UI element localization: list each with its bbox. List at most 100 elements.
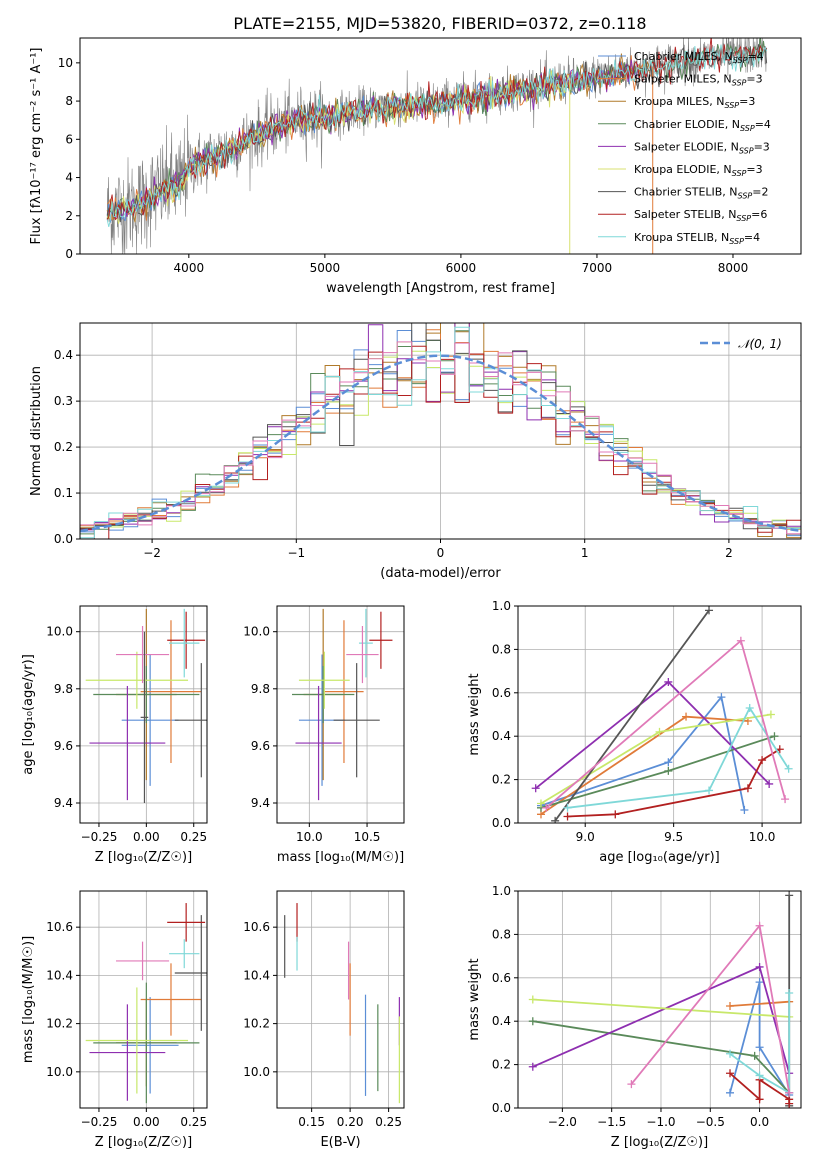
- weight-marker: [726, 1069, 735, 1078]
- weight-marker: [785, 1088, 794, 1097]
- x-axis-label: mass [log₁₀(M/M☉)]: [277, 850, 404, 865]
- x-tick-label: 0.25: [375, 1115, 402, 1129]
- model-line-kroupa-elodie: [106, 70, 570, 224]
- weight-marker: [755, 978, 764, 987]
- x-axis-label: Z [log₁₀(Z/Z☉)]: [611, 1135, 708, 1150]
- y-tick-label: 8: [65, 94, 73, 108]
- legend-subscript: SSP: [740, 124, 755, 133]
- y-tick-label: 0.0: [492, 1101, 511, 1115]
- weight-marker: [536, 799, 545, 808]
- y-tick-label: 6: [65, 132, 73, 146]
- x-tick-label: −2.0: [548, 1115, 577, 1129]
- y-tick-label: 10.6: [46, 920, 73, 934]
- y-axis-label: Flux [fλ10⁻¹⁷ erg cm⁻² s⁻¹ A⁻¹]: [29, 48, 44, 245]
- x-tick-label: 1: [581, 546, 589, 560]
- x-tick-label: 0.00: [133, 830, 160, 844]
- weight-marker: [563, 812, 572, 821]
- x-tick-label: 6000: [446, 261, 477, 275]
- x-tick-label: 0.00: [133, 1115, 160, 1129]
- y-tick-label: 0.6: [492, 686, 511, 700]
- legend-value: =3: [754, 140, 770, 153]
- legend-value: =4: [744, 231, 760, 244]
- axes-frame: [276, 890, 405, 1109]
- weight-marker: [750, 1051, 759, 1060]
- y-tick-label: 0.6: [492, 971, 511, 985]
- y-tick-label: 10.2: [243, 1017, 270, 1031]
- x-tick-label: 0.25: [180, 1115, 207, 1129]
- x-tick-label: 0.25: [180, 830, 207, 844]
- legend-label: Chabrier MILES, NSSP=4: [634, 50, 764, 65]
- x-tick-label: 7000: [582, 261, 613, 275]
- y-tick-label: 10.4: [243, 968, 270, 982]
- y-tick-label: 10.0: [46, 625, 73, 639]
- x-axis-label: Z [log₁₀(Z/Z☉)]: [95, 850, 192, 865]
- weight-marker: [770, 732, 779, 741]
- weight-series-line: [729, 993, 791, 1095]
- y-tick-label: 0.3: [54, 394, 73, 408]
- x-tick-label: 5000: [310, 261, 341, 275]
- y-tick-label: 0.0: [492, 816, 511, 830]
- weight-marker: [726, 1088, 735, 1097]
- weight-marker: [528, 995, 537, 1004]
- weight-marker: [664, 677, 673, 686]
- y-tick-label: 9.8: [54, 682, 73, 696]
- legend-label: Kroupa MILES, NSSP=3: [634, 95, 755, 110]
- x-tick-label: −1.5: [597, 1115, 626, 1129]
- weight-marker: [755, 962, 764, 971]
- weight-vs-metallicity-panel: −2.0 −1.5 −1.0 −0.5 0.0 0.0 0.2 0.4 0.6 0.8 1.0 Z […: [467, 884, 802, 1150]
- x-tick-label: 0: [437, 546, 445, 560]
- plot-area: [80, 891, 207, 1108]
- y-tick-label: 0.4: [54, 348, 73, 362]
- legend-subscript: SSP: [736, 214, 751, 223]
- figure-title: PLATE=2155, MJD=53820, FIBERID=0372, z=0…: [233, 14, 646, 33]
- weight-marker: [528, 1062, 537, 1071]
- weight-marker: [785, 1099, 794, 1108]
- weight-marker: [755, 1095, 764, 1104]
- x-tick-label: −1.0: [646, 1115, 675, 1129]
- plot-area: [518, 606, 801, 823]
- y-tick-label: 9.6: [54, 739, 73, 753]
- weight-marker: [740, 805, 749, 814]
- weight-marker: [655, 727, 664, 736]
- x-tick-label: 2: [725, 546, 733, 560]
- legend-label: Chabrier STELIB, NSSP=2: [634, 186, 768, 201]
- model-line-kroupa-stelib: [106, 44, 768, 227]
- y-axis-label: mass weight: [467, 958, 482, 1040]
- legend-label: Kroupa ELODIE, NSSP=3: [634, 163, 763, 178]
- normal-curve: [80, 354, 801, 533]
- weight-marker: [717, 693, 726, 702]
- mass-vs-metallicity-panel: −0.25 0.00 0.25 10.0 10.2 10.4 10.6 Z [log₁₀(Z/…: [21, 890, 208, 1150]
- y-tick-label: 10.6: [243, 920, 270, 934]
- legend-label: Kroupa STELIB, NSSP=4: [634, 231, 760, 246]
- y-tick-label: 9.6: [251, 739, 270, 753]
- axes-frame: [79, 605, 208, 824]
- legend-subscript: SSP: [729, 237, 744, 246]
- legend-subscript: SSP: [733, 56, 748, 65]
- model-line-chabrier-stelib: [106, 44, 768, 223]
- weight-marker: [781, 795, 790, 804]
- axes-frame: [79, 37, 802, 255]
- legend-subscript: SSP: [732, 169, 747, 178]
- x-axis-label: (data-model)/error: [380, 566, 501, 581]
- x-tick-label: 0.20: [337, 1115, 364, 1129]
- weight-marker: [705, 606, 714, 615]
- weight-marker: [743, 784, 752, 793]
- weight-marker: [542, 803, 551, 812]
- weight-marker: [785, 988, 794, 997]
- y-tick-label: 9.4: [251, 796, 270, 810]
- axes-frame: [79, 322, 802, 540]
- model-line-salpeter-stelib: [106, 38, 768, 221]
- x-tick-label: 10.0: [296, 830, 323, 844]
- x-tick-label: 9.5: [664, 830, 683, 844]
- y-tick-label: 10.0: [243, 625, 270, 639]
- x-axis-label: wavelength [Angstrom, rest frame]: [326, 281, 555, 296]
- legend-value: =3: [746, 163, 762, 176]
- weight-marker: [611, 810, 620, 819]
- x-axis-label: Z [log₁₀(Z/Z☉)]: [95, 1135, 192, 1150]
- x-axis-label: E(B-V): [320, 1135, 360, 1150]
- y-tick-label: 10.0: [46, 1065, 73, 1079]
- axes-frame: [517, 890, 802, 1109]
- weight-series-line: [729, 1000, 790, 1007]
- y-tick-label: 9.8: [251, 682, 270, 696]
- legend-label: Chabrier ELODIE, NSSP=4: [634, 118, 771, 133]
